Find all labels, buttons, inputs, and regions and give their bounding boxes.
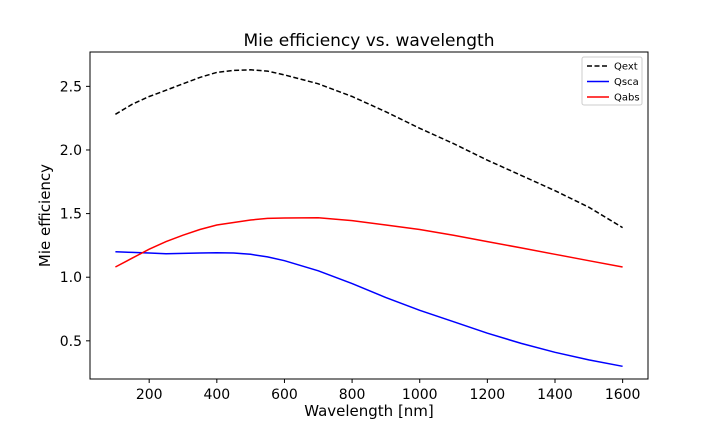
plot-lines — [115, 69, 623, 368]
x-tick-label: 600 — [271, 387, 298, 403]
x-tick-label: 1000 — [402, 387, 438, 403]
y-axis-label: Mie efficiency — [36, 164, 54, 267]
chart-title: Mie efficiency vs. wavelength — [243, 31, 494, 51]
y-tick-label: 1.0 — [60, 270, 82, 286]
plot-frame — [89, 51, 649, 380]
series-line-qext — [115, 69, 623, 229]
x-tick-label: 400 — [203, 387, 230, 403]
y-tick-label: 1.5 — [60, 207, 82, 223]
series-line-qabs — [115, 217, 623, 268]
x-axis: 200 400 600 800 1000 1200 1400 1600 — [136, 379, 641, 403]
legend-label-qext: Qext — [614, 62, 638, 73]
series-line-qsca — [115, 251, 623, 368]
legend-box — [581, 56, 643, 106]
x-tick-label: 1600 — [605, 387, 641, 403]
y-tick-label: 2.0 — [60, 143, 82, 159]
x-tick-label: 800 — [339, 387, 366, 403]
x-tick-label: 1400 — [537, 387, 573, 403]
x-axis-label: Wavelength [nm] — [304, 402, 434, 420]
legend-label-qabs: Qabs — [614, 93, 640, 104]
y-tick-label: 2.5 — [60, 79, 82, 95]
legend-label-qsca: Qsca — [614, 77, 639, 88]
legend: Qext Qsca Qabs — [581, 56, 643, 106]
x-tick-label: 200 — [136, 387, 163, 403]
x-tick-label: 1200 — [470, 387, 506, 403]
y-axis: 0.5 1.0 1.5 2.0 2.5 — [60, 79, 90, 350]
y-tick-label: 0.5 — [60, 334, 82, 350]
